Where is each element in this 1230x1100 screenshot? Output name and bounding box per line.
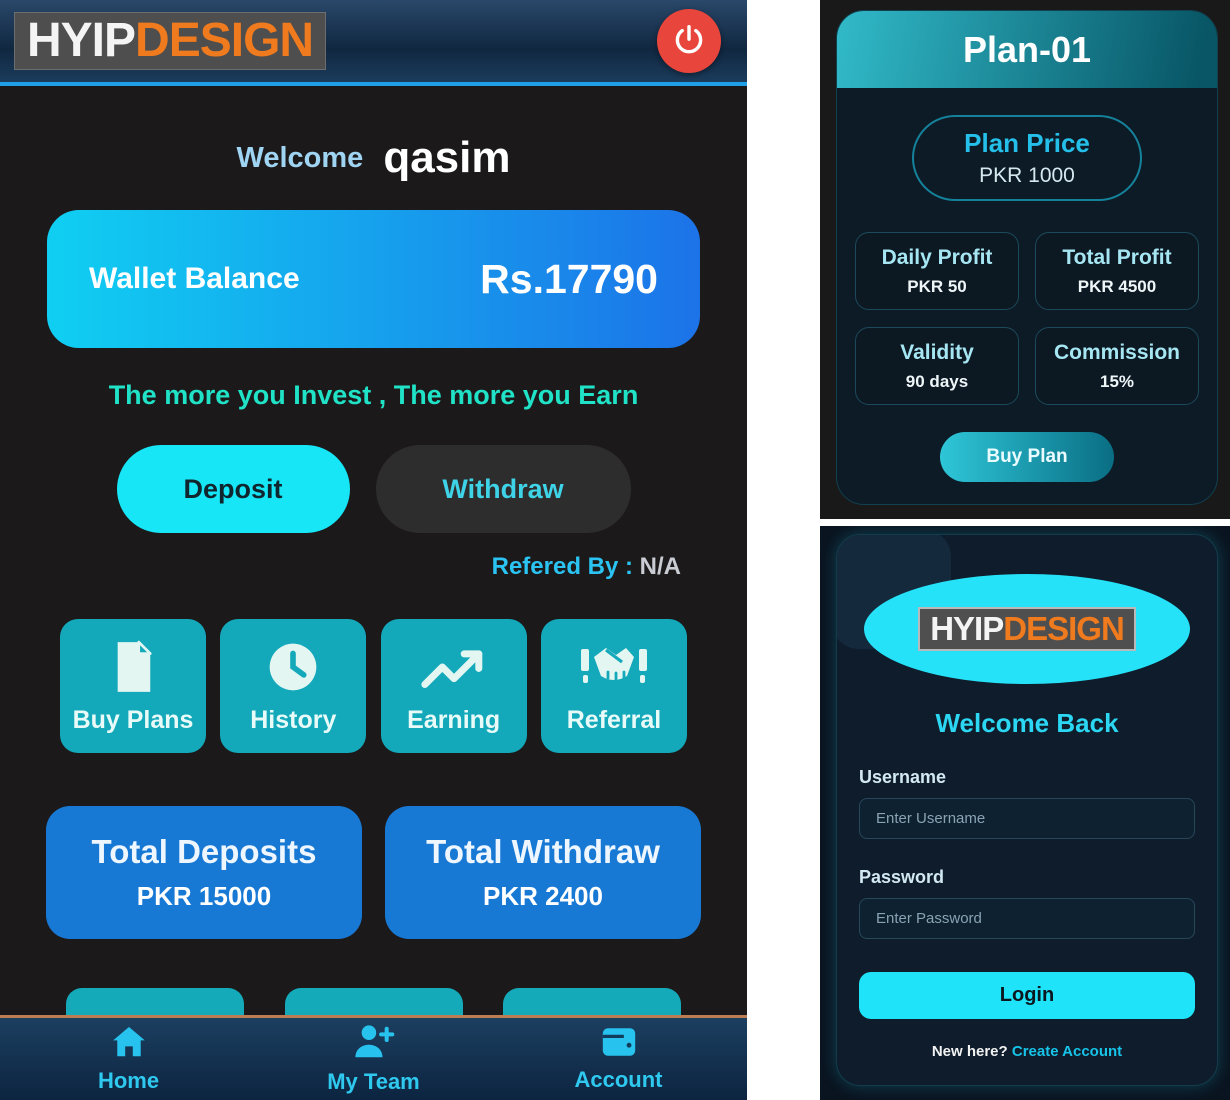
- nav-label: Home: [97, 1068, 160, 1093]
- tile-label: Earning: [407, 705, 501, 734]
- nav-item-my-team[interactable]: My Team: [301, 1018, 446, 1100]
- stat-value: PKR 4500: [1077, 276, 1157, 296]
- login-logo: HYIPDESIGN: [918, 607, 1136, 651]
- stat-validity: Validity 90 days: [855, 327, 1019, 405]
- logo-part-hyip: HYIP: [930, 610, 1004, 648]
- referred-by-label: Refered By :: [491, 553, 633, 580]
- total-withdraw-value: PKR 2400: [483, 881, 603, 911]
- cutoff-buttons-row: [0, 988, 747, 1015]
- login-form: Username Password: [837, 767, 1217, 939]
- stat-value: 90 days: [905, 371, 969, 391]
- tile-referral[interactable]: Referral: [540, 619, 687, 753]
- wallet-balance-amount: Rs.17790: [480, 255, 658, 302]
- home-icon: [110, 1024, 148, 1065]
- nav-label: Account: [574, 1067, 663, 1092]
- nav-item-home[interactable]: Home: [56, 1018, 201, 1100]
- plan-stats-grid: Daily Profit PKR 50 Total Profit PKR 450…: [855, 232, 1199, 405]
- stat-daily-profit: Daily Profit PKR 50: [855, 232, 1019, 310]
- wallet-balance-card: Wallet Balance Rs.17790: [47, 210, 700, 348]
- deposit-button[interactable]: Deposit: [116, 445, 350, 533]
- file-icon: [110, 638, 156, 696]
- logo-part-design: DESIGN: [135, 14, 314, 67]
- plan-price-label: Plan Price: [964, 128, 1090, 158]
- quick-tiles-row: Buy Plans History Earning: [0, 619, 747, 753]
- referred-by: Refered By : N/A: [0, 553, 747, 581]
- username-input[interactable]: [859, 798, 1195, 839]
- welcome-username: qasim: [383, 133, 511, 182]
- plan-card: Plan-01 Plan Price PKR 1000 Daily Profit…: [836, 10, 1218, 505]
- clock-icon: [265, 638, 321, 696]
- stat-commission: Commission 15%: [1035, 327, 1199, 405]
- tile-label: Referral: [566, 705, 662, 734]
- login-card: HYIPDESIGN Welcome Back Username Passwor…: [836, 534, 1218, 1086]
- create-account-link[interactable]: Create Account: [1011, 1043, 1123, 1060]
- password-label: Password: [859, 867, 945, 887]
- plan-title: Plan-01: [962, 28, 1092, 70]
- handshake-icon: [578, 638, 650, 696]
- plan-price-pill: Plan Price PKR 1000: [912, 115, 1142, 201]
- welcome-label: Welcome: [236, 141, 364, 174]
- login-panel: HYIPDESIGN Welcome Back Username Passwor…: [820, 526, 1230, 1100]
- tile-history[interactable]: History: [220, 619, 367, 753]
- password-input[interactable]: [859, 898, 1195, 939]
- bottom-nav: Home My Team Account: [0, 1015, 747, 1100]
- tagline: The more you Invest , The more you Earn: [108, 380, 639, 410]
- stat-label: Daily Profit: [881, 245, 993, 269]
- stat-value: 15%: [1099, 371, 1135, 391]
- trending-up-icon: [419, 638, 489, 696]
- total-withdraw-title: Total Withdraw: [426, 833, 660, 870]
- tile-label: History: [250, 705, 337, 734]
- cutoff-action-button[interactable]: [503, 988, 681, 1015]
- action-row: Deposit Withdraw: [0, 445, 747, 533]
- login-title: Welcome Back: [935, 708, 1119, 738]
- tile-earning[interactable]: Earning: [380, 619, 527, 753]
- plan-card-header: Plan-01: [837, 11, 1217, 88]
- stat-value: PKR 50: [907, 276, 967, 296]
- total-deposits-title: Total Deposits: [91, 833, 317, 870]
- username-label: Username: [859, 767, 947, 787]
- tile-buy-plans[interactable]: Buy Plans: [60, 619, 206, 753]
- app-logo: HYIP DESIGN: [14, 12, 327, 70]
- totals-row: Total Deposits PKR 15000 Total Withdraw …: [0, 806, 747, 939]
- power-icon: [672, 23, 706, 60]
- login-logo-ellipse: HYIPDESIGN: [864, 574, 1190, 684]
- total-deposits-value: PKR 15000: [136, 881, 272, 911]
- referred-by-value: N/A: [639, 553, 681, 580]
- stat-total-profit: Total Profit PKR 4500: [1035, 232, 1199, 310]
- plan-price-value: PKR 1000: [979, 164, 1075, 187]
- login-footer: New here? Create Account: [837, 1043, 1217, 1060]
- stat-label: Total Profit: [1062, 245, 1172, 269]
- cutoff-action-button[interactable]: [66, 988, 244, 1015]
- logo-part-design: DESIGN: [1003, 610, 1125, 648]
- logo-part-hyip: HYIP: [27, 14, 136, 67]
- wallet-icon: [599, 1025, 639, 1064]
- logout-power-button[interactable]: [657, 9, 721, 73]
- buy-plan-button[interactable]: Buy Plan: [940, 432, 1114, 482]
- dashboard-panel: HYIP DESIGN Welcome qasim Wallet Balance …: [0, 0, 747, 1100]
- stat-label: Validity: [900, 340, 974, 364]
- login-button[interactable]: Login: [859, 972, 1195, 1019]
- total-deposits-card: Total Deposits PKR 15000: [46, 806, 362, 939]
- wallet-balance-label: Wallet Balance: [89, 262, 300, 295]
- app-header: HYIP DESIGN: [0, 0, 747, 86]
- total-withdraw-card: Total Withdraw PKR 2400: [385, 806, 701, 939]
- withdraw-button[interactable]: Withdraw: [375, 445, 631, 533]
- new-here-text: New here?: [931, 1043, 1008, 1060]
- user-plus-icon: [352, 1023, 396, 1066]
- nav-label: My Team: [327, 1069, 420, 1094]
- welcome-row: Welcome qasim: [0, 132, 747, 184]
- nav-item-account[interactable]: Account: [546, 1018, 691, 1100]
- stat-label: Commission: [1053, 340, 1181, 364]
- tile-label: Buy Plans: [72, 705, 194, 734]
- cutoff-action-button[interactable]: [284, 988, 463, 1015]
- plan-panel: Plan-01 Plan Price PKR 1000 Daily Profit…: [820, 0, 1230, 519]
